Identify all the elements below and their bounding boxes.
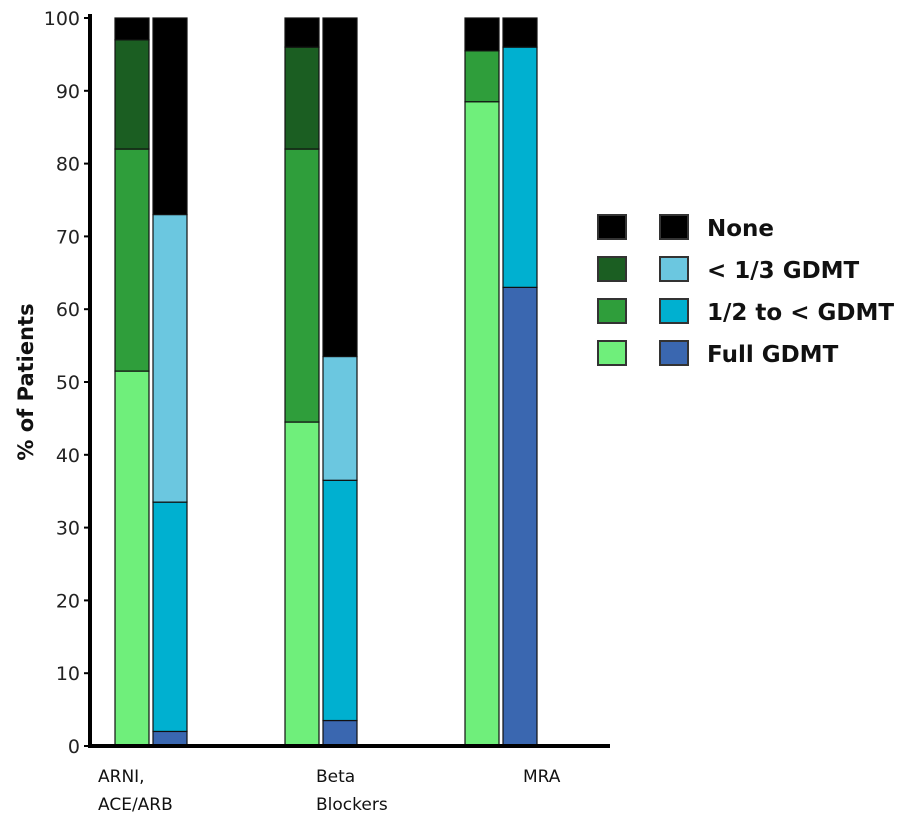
bar-segment-blue-2-1-2-to-gdmt [502, 46, 538, 288]
y-tick-label-60: 60 [56, 299, 80, 321]
bar-segment-blue-2-full-gdmt [502, 286, 538, 747]
bars-layer [114, 17, 538, 747]
y-tick-label-20: 20 [56, 590, 80, 612]
y-axis-label: % of Patients [14, 303, 38, 460]
legend-label-none: None [707, 216, 774, 242]
legend-swatch-blue-1-3-gdmt [659, 256, 689, 282]
bar-segment-blue-1-full-gdmt [322, 719, 358, 747]
bar-segment-green-1-1-2-to-gdmt [284, 148, 320, 423]
category-label-2: MRA [523, 767, 561, 787]
legend-label-1-3-gdmt: < 1/3 GDMT [707, 258, 860, 284]
bar-segment-blue-1-none [322, 17, 358, 358]
y-tick-label-50: 50 [56, 372, 80, 394]
legend-swatch-blue-none [659, 214, 689, 240]
bar-segment-blue-0-1-2-to-gdmt [152, 501, 188, 733]
bar-segment-blue-1-1-2-to-gdmt [322, 479, 358, 722]
legend-label-full-gdmt: Full GDMT [707, 342, 839, 368]
bar-segment-green-2-full-gdmt [464, 101, 500, 747]
bar-segment-green-1-full-gdmt [284, 421, 320, 747]
bar-segment-blue-0-none [152, 17, 188, 216]
bar-segment-green-0-1-3-gdmt [114, 39, 150, 150]
y-tick-label-70: 70 [56, 226, 80, 248]
bar-segment-green-1-1-3-gdmt [284, 46, 320, 150]
legend-swatch-green-none [597, 214, 627, 240]
legend-swatch-blue-1-2-to-gdmt [659, 298, 689, 324]
y-tick-label-30: 30 [56, 518, 80, 540]
bar-segment-green-1-none [284, 17, 320, 48]
bar-segment-blue-2-none [502, 17, 538, 48]
y-tick-label-90: 90 [56, 81, 80, 103]
bar-segment-green-2-1-2-to-gdmt [464, 50, 500, 103]
y-tick-label-40: 40 [56, 445, 80, 467]
legend-swatch-blue-full-gdmt [659, 340, 689, 366]
legend-swatch-green-full-gdmt [597, 340, 627, 366]
bar-segment-blue-0-1-3-gdmt [152, 213, 188, 503]
y-tick-label-10: 10 [56, 663, 80, 685]
legend-swatch-green-1-3-gdmt [597, 256, 627, 282]
axes-layer: ARNI, ACE/ARB Beta Blockers MRA 0 10 20 30 40 50 60… [14, 8, 610, 815]
bar-segment-green-0-none [114, 17, 150, 41]
bar-segment-green-0-full-gdmt [114, 370, 150, 747]
legend-label-1-2-to-gdmt: 1/2 to < GDMT [707, 300, 894, 326]
category-label-1: Beta Blockers [316, 767, 388, 815]
bar-segment-green-0-1-2-to-gdmt [114, 148, 150, 372]
y-tick-label-80: 80 [56, 154, 80, 176]
y-tick-label-0: 0 [68, 736, 80, 758]
category-label-0: ARNI, ACE/ARB [98, 767, 173, 815]
bar-segment-green-2-none [464, 17, 500, 52]
legend-swatch-green-1-2-to-gdmt [597, 298, 627, 324]
bar-segment-blue-0-full-gdmt [152, 730, 188, 747]
legend: None < 1/3 GDMT 1/2 to < GDMT Full GDMT [597, 214, 894, 368]
bar-segment-blue-1-1-3-gdmt [322, 355, 358, 481]
y-tick-label-100: 100 [44, 8, 80, 30]
